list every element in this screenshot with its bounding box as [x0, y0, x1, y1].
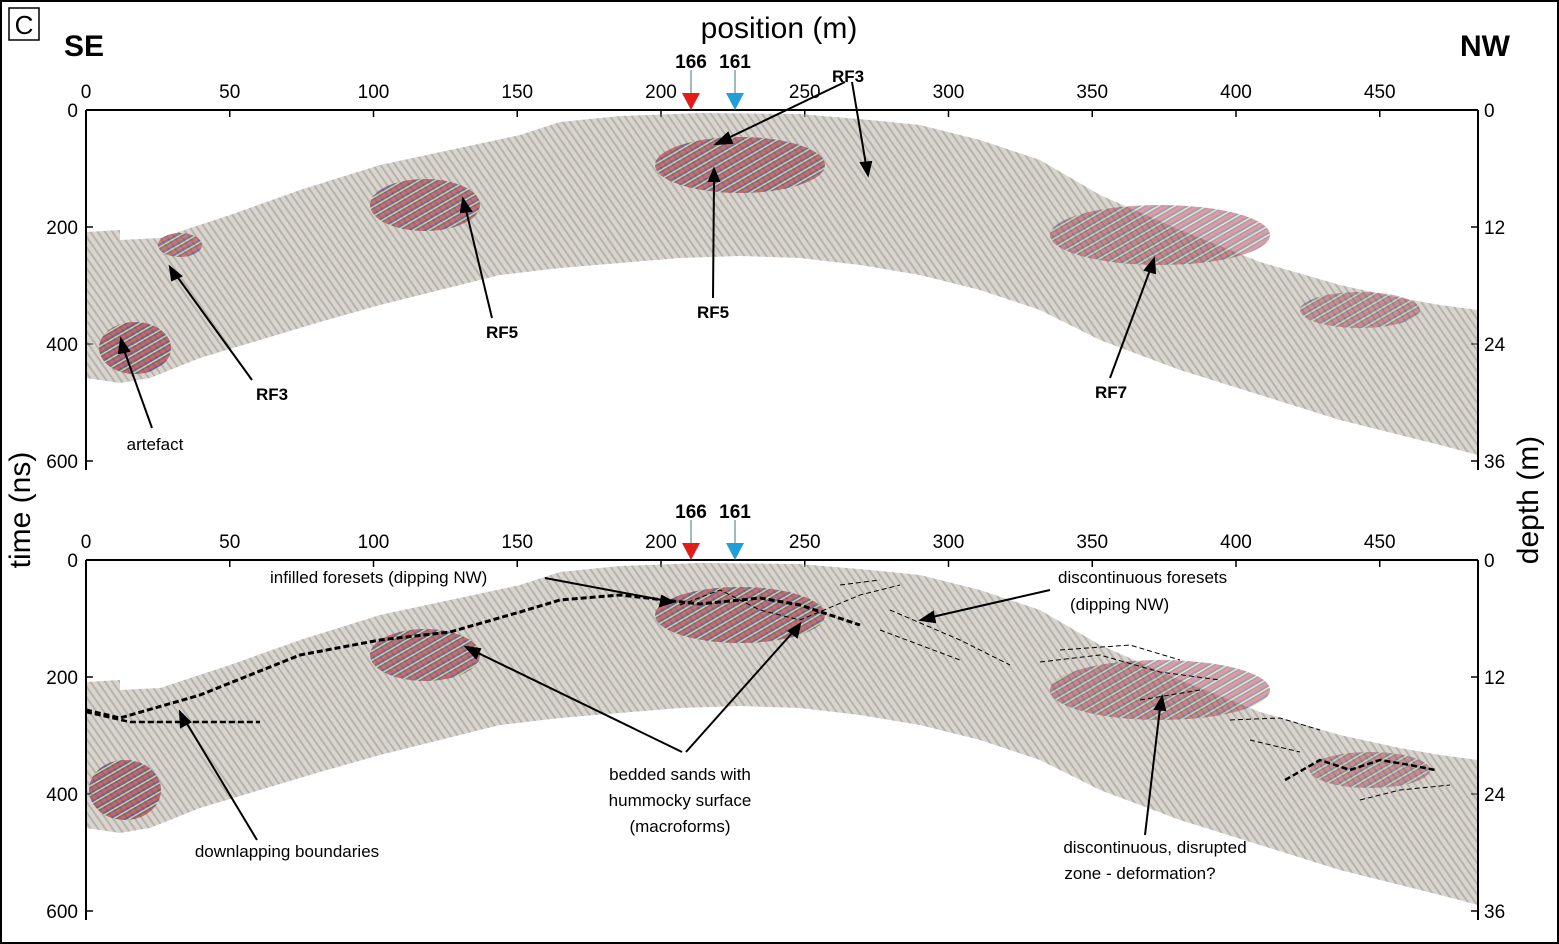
direction-nw: NW	[1460, 30, 1511, 63]
label-discontinuous-foresets-1: discontinuous foresets	[1058, 568, 1227, 587]
depth-tick-label-bottom-36: 36	[1484, 902, 1505, 923]
reflector-bottom-left	[370, 629, 480, 681]
svg-text:166: 166	[675, 502, 707, 523]
x-tick-label-top-450: 450	[1364, 82, 1396, 103]
x-tick-label-top-250: 250	[789, 82, 821, 103]
x-tick-label-bottom-100: 100	[358, 532, 390, 553]
x-axis-title: position (m)	[701, 12, 858, 45]
label-disrupted-1: discontinuous, disrupted	[1063, 838, 1246, 857]
label-rf5-a: RF5	[486, 323, 518, 342]
x-tick-label-top-200: 200	[645, 82, 677, 103]
radargram-bottom: 0 50 100 150 200 250 300 350 400 450 0 200 400 600 0 12…	[46, 502, 1505, 923]
x-tick-label-bottom-400: 400	[1220, 532, 1252, 553]
y-axis-right-title: depth (m)	[1512, 436, 1545, 564]
reflector-rf5-left	[370, 179, 480, 231]
reflector-bottom-center	[655, 587, 825, 643]
annotation-arrows-top	[117, 81, 1157, 429]
label-downlapping: downlapping boundaries	[195, 842, 379, 861]
x-tick-label-top-300: 300	[933, 82, 965, 103]
depth-tick-label-top-0: 0	[1484, 101, 1495, 122]
panel-letter: C	[15, 10, 34, 40]
marker-161-top: 161	[719, 52, 751, 110]
x-tick-label-top-350: 350	[1076, 82, 1108, 103]
x-tick-label-bottom-200: 200	[645, 532, 677, 553]
x-tick-label-bottom-300: 300	[933, 532, 965, 553]
annotation-arrows-bottom	[178, 577, 1167, 841]
x-tick-label-top-0: 0	[81, 82, 92, 103]
label-discontinuous-foresets-2: (dipping NW)	[1070, 595, 1169, 614]
time-tick-label-bottom-600: 600	[46, 902, 78, 923]
radargram-top: 0 50 100 150 200 250 300 350 400 450 0 200 400 600 0 12…	[46, 52, 1505, 473]
label-artefact: artefact	[127, 435, 184, 454]
x-tick-label-top-150: 150	[501, 82, 533, 103]
time-tick-label-top-600: 600	[46, 452, 78, 473]
label-rf5-b: RF5	[697, 303, 729, 322]
label-rf3-top: RF3	[832, 67, 864, 86]
x-tick-label-bottom-450: 450	[1364, 532, 1396, 553]
direction-se: SE	[64, 30, 104, 63]
x-tick-label-bottom-150: 150	[501, 532, 533, 553]
time-tick-label-top-0: 0	[67, 101, 78, 122]
reflector-bottom-right	[1050, 660, 1270, 720]
label-bedded-sands-1: bedded sands with	[609, 765, 751, 784]
x-tick-label-bottom-50: 50	[219, 532, 240, 553]
marker-161-bottom: 161	[719, 502, 751, 560]
depth-tick-label-top-12: 12	[1484, 218, 1505, 239]
label-disrupted-2: zone - deformation?	[1064, 864, 1215, 883]
x-tick-label-bottom-350: 350	[1076, 532, 1108, 553]
time-tick-label-bottom-400: 400	[46, 785, 78, 806]
marker-166-top: 166	[675, 52, 707, 110]
panel-letter-box	[8, 7, 40, 41]
depth-tick-label-top-36: 36	[1484, 452, 1505, 473]
label-rf7: RF7	[1095, 383, 1127, 402]
y-axis-left-title: time (ns)	[4, 452, 37, 569]
label-infilled-foresets: infilled foresets (dipping NW)	[270, 568, 487, 587]
time-tick-label-top-400: 400	[46, 335, 78, 356]
reflector-rf7	[1050, 205, 1270, 265]
x-tick-label-bottom-250: 250	[789, 532, 821, 553]
interpreted-horizons	[85, 579, 1451, 801]
reflector-bottom-nw	[1310, 752, 1430, 788]
label-bedded-sands-2: hummocky surface	[609, 791, 752, 810]
marker-166-bottom: 166	[675, 502, 707, 560]
x-tick-label-bottom-0: 0	[81, 532, 92, 553]
svg-text:161: 161	[719, 502, 751, 523]
time-tick-label-bottom-0: 0	[67, 551, 78, 572]
reflector-nw-top	[1300, 292, 1420, 328]
label-bedded-sands-3: (macroforms)	[629, 817, 730, 836]
time-tick-label-top-200: 200	[46, 218, 78, 239]
time-tick-label-bottom-200: 200	[46, 668, 78, 689]
depth-tick-label-bottom-12: 12	[1484, 668, 1505, 689]
depth-tick-label-bottom-0: 0	[1484, 551, 1495, 572]
reflector-rf3-left	[158, 233, 202, 257]
reflector-rf5-center	[655, 137, 825, 193]
x-tick-label-top-100: 100	[358, 82, 390, 103]
depth-tick-label-top-24: 24	[1484, 335, 1506, 356]
artefact-zone-top	[99, 322, 171, 374]
depth-tick-label-bottom-24: 24	[1484, 785, 1506, 806]
x-tick-label-top-400: 400	[1220, 82, 1252, 103]
svg-text:161: 161	[719, 52, 751, 73]
x-tick-label-top-50: 50	[219, 82, 240, 103]
label-rf3-left: RF3	[256, 385, 288, 404]
svg-text:166: 166	[675, 52, 707, 73]
artefact-zone-bottom	[89, 760, 161, 820]
